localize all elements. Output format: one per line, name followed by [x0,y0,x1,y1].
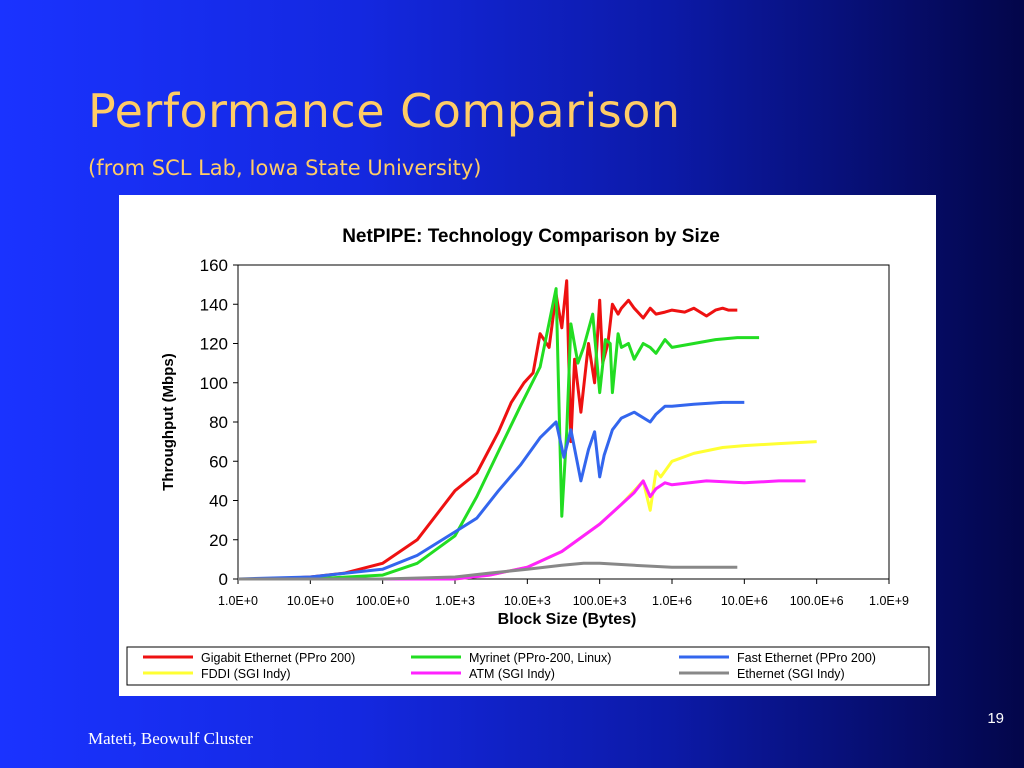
y-axis-label: Throughput (Mbps) [160,353,177,490]
series-lines [237,279,817,581]
x-tick-label: 100.0E+0 [356,594,410,608]
slide-title: Performance Comparison [88,84,681,138]
x-tick-label: 1.0E+3 [435,594,475,608]
series-line [238,479,806,581]
chart-frame: NetPIPE: Technology Comparison by Size 0… [119,195,936,696]
series-line [237,400,745,581]
series-line [238,287,760,581]
y-tick-label: 20 [209,531,228,550]
legend-label: Gigabit Ethernet (PPro 200) [201,651,355,665]
legend-label: Ethernet (SGI Indy) [737,667,845,681]
series-line [238,440,817,581]
legend-label: FDDI (SGI Indy) [201,667,291,681]
y-tick-label: 100 [200,374,228,393]
series-line [238,279,738,581]
y-tick-label: 60 [209,452,228,471]
footer-text: Mateti, Beowulf Cluster [88,729,253,748]
x-tick-label: 1.0E+9 [869,594,909,608]
legend-label: Fast Ethernet (PPro 200) [737,651,876,665]
chart-title: NetPIPE: Technology Comparison by Size [342,226,720,247]
x-tick-label: 1.0E+6 [652,594,692,608]
page-number: 19 [987,710,1004,727]
legend: Gigabit Ethernet (PPro 200) Myrinet (PPro… [143,651,876,681]
x-tick-label: 10.0E+3 [504,594,551,608]
y-tick-label: 40 [209,492,228,511]
x-tick-label: 10.0E+0 [287,594,334,608]
x-tick-label: 100.0E+3 [573,594,627,608]
x-tick-label: 100.0E+6 [790,594,844,608]
legend-label: ATM (SGI Indy) [469,667,555,681]
series-line [238,561,738,581]
y-axis-ticks: 0 20 40 60 80 100 120 140 160 [200,256,238,589]
y-tick-label: 160 [200,256,228,275]
y-tick-label: 80 [209,413,228,432]
slide-subtitle: (from SCL Lab, Iowa State University) [88,156,482,180]
legend-box [126,646,930,686]
x-tick-label: 10.0E+6 [721,594,768,608]
x-axis-label: Block Size (Bytes) [498,611,637,628]
y-tick-label: 120 [200,335,228,354]
x-axis-ticks: 1.0E+0 10.0E+0 100.0E+0 1.0E+3 10.0E+3 100.0E… [218,579,909,608]
legend-label: Myrinet (PPro-200, Linux) [469,651,611,665]
y-tick-label: 140 [200,295,228,314]
x-tick-label: 1.0E+0 [218,594,258,608]
netpipe-chart: NetPIPE: Technology Comparison by Size 0… [126,226,930,686]
y-tick-label: 0 [219,570,228,589]
